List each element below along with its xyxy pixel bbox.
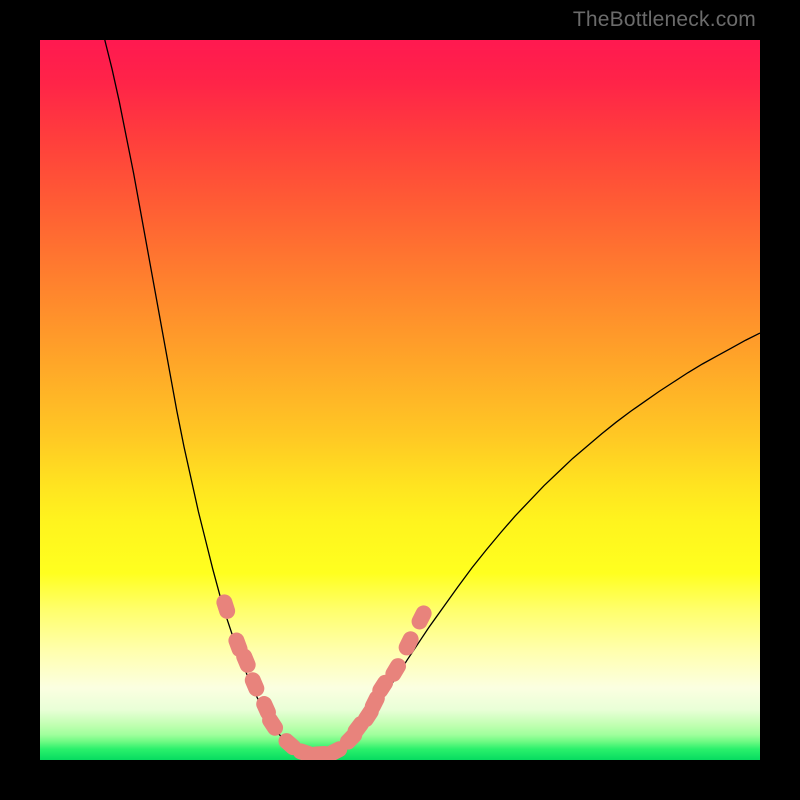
chart-frame: TheBottleneck.com [0, 0, 800, 800]
plot-background [40, 40, 760, 760]
watermark-text: TheBottleneck.com [573, 8, 756, 32]
bottleneck-chart [40, 40, 760, 760]
